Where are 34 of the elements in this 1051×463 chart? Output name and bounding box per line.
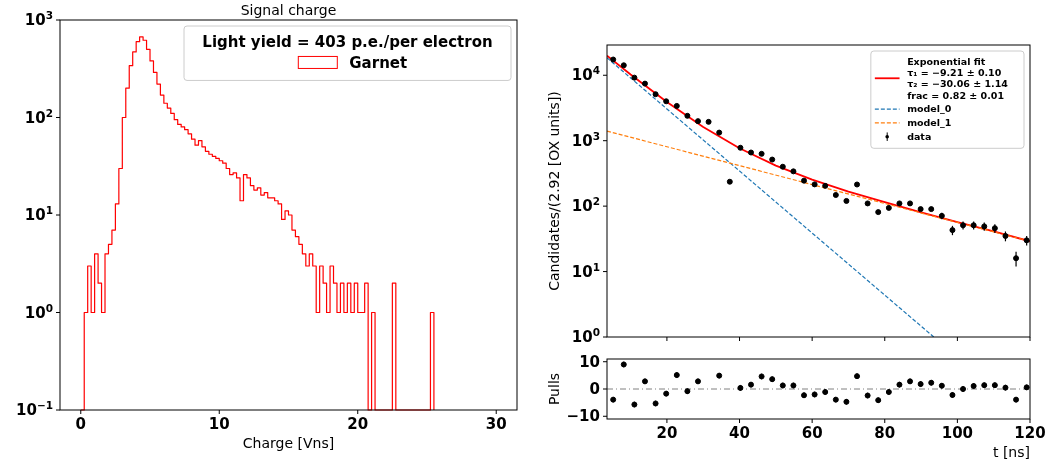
x-tick-label: 100 [941,424,974,442]
legend-title: Light yield = 403 p.e./per electron [202,33,493,51]
x-tick-label: 20 [347,415,369,433]
legend-label: Garnet [349,53,408,72]
y-tick-label: 10$^{2}$ [24,106,53,127]
legend-label: Exponential fit τ₁ = −9.21 ± 0.10 τ₂ = −30.06 ± 1.14 frac = 0.82 ± 0.01 [907,55,1009,101]
chart-title: Signal charge [240,2,337,18]
y-tick-label: 0 [589,380,600,398]
x-tick-label: 10 [208,415,230,433]
x-tick-label: 60 [801,424,823,442]
y-axis-title: Candidates/(2.92 [OX units]) [546,91,562,291]
x-axis-title: Charge [Vns] [242,435,335,451]
x-tick-label: 120 [1014,424,1046,442]
y-tick-label: 10 [579,352,600,371]
y-tick-label: 10$^{1}$ [571,260,600,281]
y-tick-label: 10$^{0}$ [571,326,600,346]
y-tick-label: 10$^{1}$ [24,204,53,224]
y-tick-label: 10$^{4}$ [571,64,600,85]
x-tick-label: 80 [874,424,896,442]
y-axis-title: Pulls [546,372,562,406]
x-tick-label: 20 [656,424,678,442]
y-tick-label: 10$^{3}$ [571,129,600,150]
x-axis-title: t [ns] [992,444,1030,460]
x-tick-label: 30 [485,415,507,433]
legend-label: model_1 [907,117,952,129]
legend-label: model_0 [907,103,952,115]
x-tick-label: 0 [75,415,86,433]
y-tick-label: 10$^{0}$ [24,301,53,322]
y-tick-label: −10 [566,407,600,426]
y-tick-label: 10$^{−1}$ [16,399,53,419]
x-tick-label: 40 [729,424,750,442]
y-tick-label: 10$^{3}$ [24,9,53,29]
y-tick-label: 10$^{2}$ [571,195,600,216]
legend-label: data [907,131,932,143]
